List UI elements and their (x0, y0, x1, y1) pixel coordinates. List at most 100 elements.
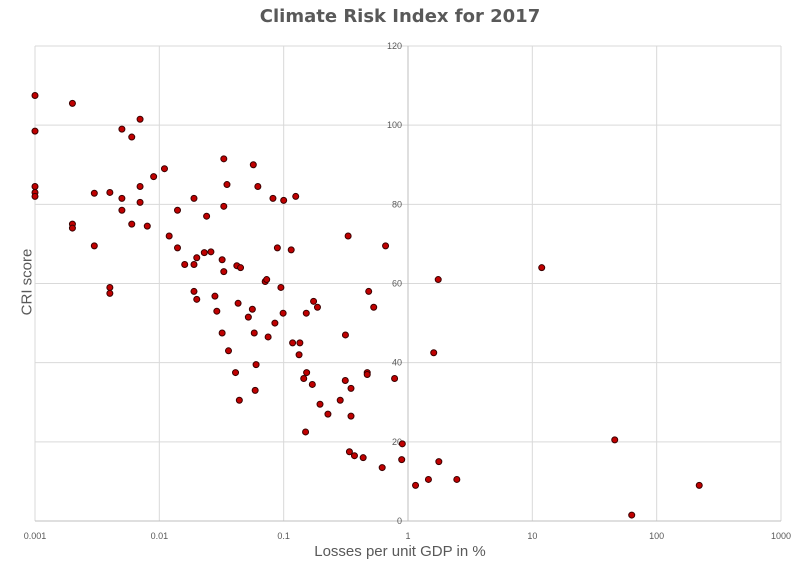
data-point (263, 276, 271, 284)
data-point (31, 127, 39, 135)
data-point (296, 339, 304, 347)
data-point (424, 475, 432, 483)
data-point (324, 410, 332, 418)
data-point (237, 264, 245, 272)
data-point (118, 206, 126, 214)
data-point (277, 283, 285, 291)
data-point (174, 244, 182, 252)
data-point (225, 347, 233, 355)
chart-title: Climate Risk Index for 2017 (259, 6, 541, 27)
data-point (695, 481, 703, 489)
data-point (628, 511, 636, 519)
data-point (244, 313, 252, 321)
data-point (336, 396, 344, 404)
data-point (106, 289, 114, 297)
data-point (174, 206, 182, 214)
data-point (363, 371, 371, 379)
data-point (211, 292, 219, 300)
data-point (398, 440, 406, 448)
data-point (31, 192, 39, 200)
data-point (220, 155, 228, 163)
data-point (190, 287, 198, 295)
data-point (136, 115, 144, 123)
data-point (193, 254, 201, 262)
data-point (136, 183, 144, 191)
data-point (273, 244, 281, 252)
data-point (280, 196, 288, 204)
data-point (292, 192, 300, 200)
data-point (359, 454, 367, 462)
data-point (382, 242, 390, 250)
data-point (150, 173, 158, 181)
x-axis-title: Losses per unit GDP in % (314, 543, 486, 560)
data-point (302, 428, 310, 436)
data-point (252, 361, 260, 369)
data-point (250, 329, 258, 337)
data-point (249, 161, 257, 169)
data-point (31, 91, 39, 99)
x-tick-label: 100 (649, 531, 664, 541)
data-point (341, 331, 349, 339)
data-point (310, 297, 318, 305)
y-tick-label: 120 (387, 41, 402, 51)
data-point (303, 369, 311, 377)
data-point (136, 198, 144, 206)
data-point (90, 242, 98, 250)
data-point (269, 194, 277, 202)
data-point (220, 268, 228, 276)
data-point (412, 481, 420, 489)
x-tick-label: 0.01 (151, 531, 169, 541)
data-point (190, 261, 198, 268)
y-tick-label: 0 (397, 516, 402, 526)
data-point (68, 224, 76, 232)
data-point (350, 452, 358, 460)
data-point (347, 384, 355, 392)
data-point (251, 386, 259, 394)
data-point (235, 396, 243, 404)
data-point (378, 464, 386, 472)
data-point (200, 249, 208, 257)
x-tick-label: 1000 (771, 531, 791, 541)
data-point (302, 309, 310, 317)
data-point (68, 99, 76, 107)
data-point (106, 283, 114, 291)
data-point (143, 222, 151, 230)
data-point (316, 400, 324, 408)
data-point (398, 456, 406, 464)
data-point (118, 125, 126, 133)
data-point (370, 303, 378, 311)
data-point (313, 303, 321, 311)
data-point (181, 261, 189, 268)
data-point (160, 165, 168, 173)
x-tick-label: 0.1 (277, 531, 290, 541)
data-point (220, 202, 228, 210)
x-tick-label: 0.001 (24, 531, 47, 541)
data-point (308, 380, 316, 388)
y-axis-title: CRI score (18, 248, 36, 316)
y-tick-label: 40 (392, 358, 402, 368)
data-point (106, 188, 114, 196)
data-point (248, 305, 256, 313)
data-point (538, 264, 546, 272)
y-tick-label: 20 (392, 437, 402, 447)
y-tick-label: 100 (387, 120, 402, 130)
data-point (391, 375, 399, 382)
data-point (430, 349, 438, 357)
x-tick-label: 10 (527, 531, 537, 541)
data-point (218, 329, 226, 337)
data-point (234, 299, 242, 307)
data-point (128, 220, 136, 228)
data-point (347, 412, 355, 420)
x-tick-label: 1 (405, 531, 410, 541)
data-point (90, 189, 98, 197)
data-point (300, 375, 308, 382)
data-point (232, 369, 240, 377)
data-point (223, 181, 231, 189)
y-tick-label: 80 (392, 199, 402, 209)
data-point (279, 309, 287, 317)
data-point (341, 376, 349, 384)
data-point (434, 276, 442, 284)
data-point (287, 246, 295, 254)
